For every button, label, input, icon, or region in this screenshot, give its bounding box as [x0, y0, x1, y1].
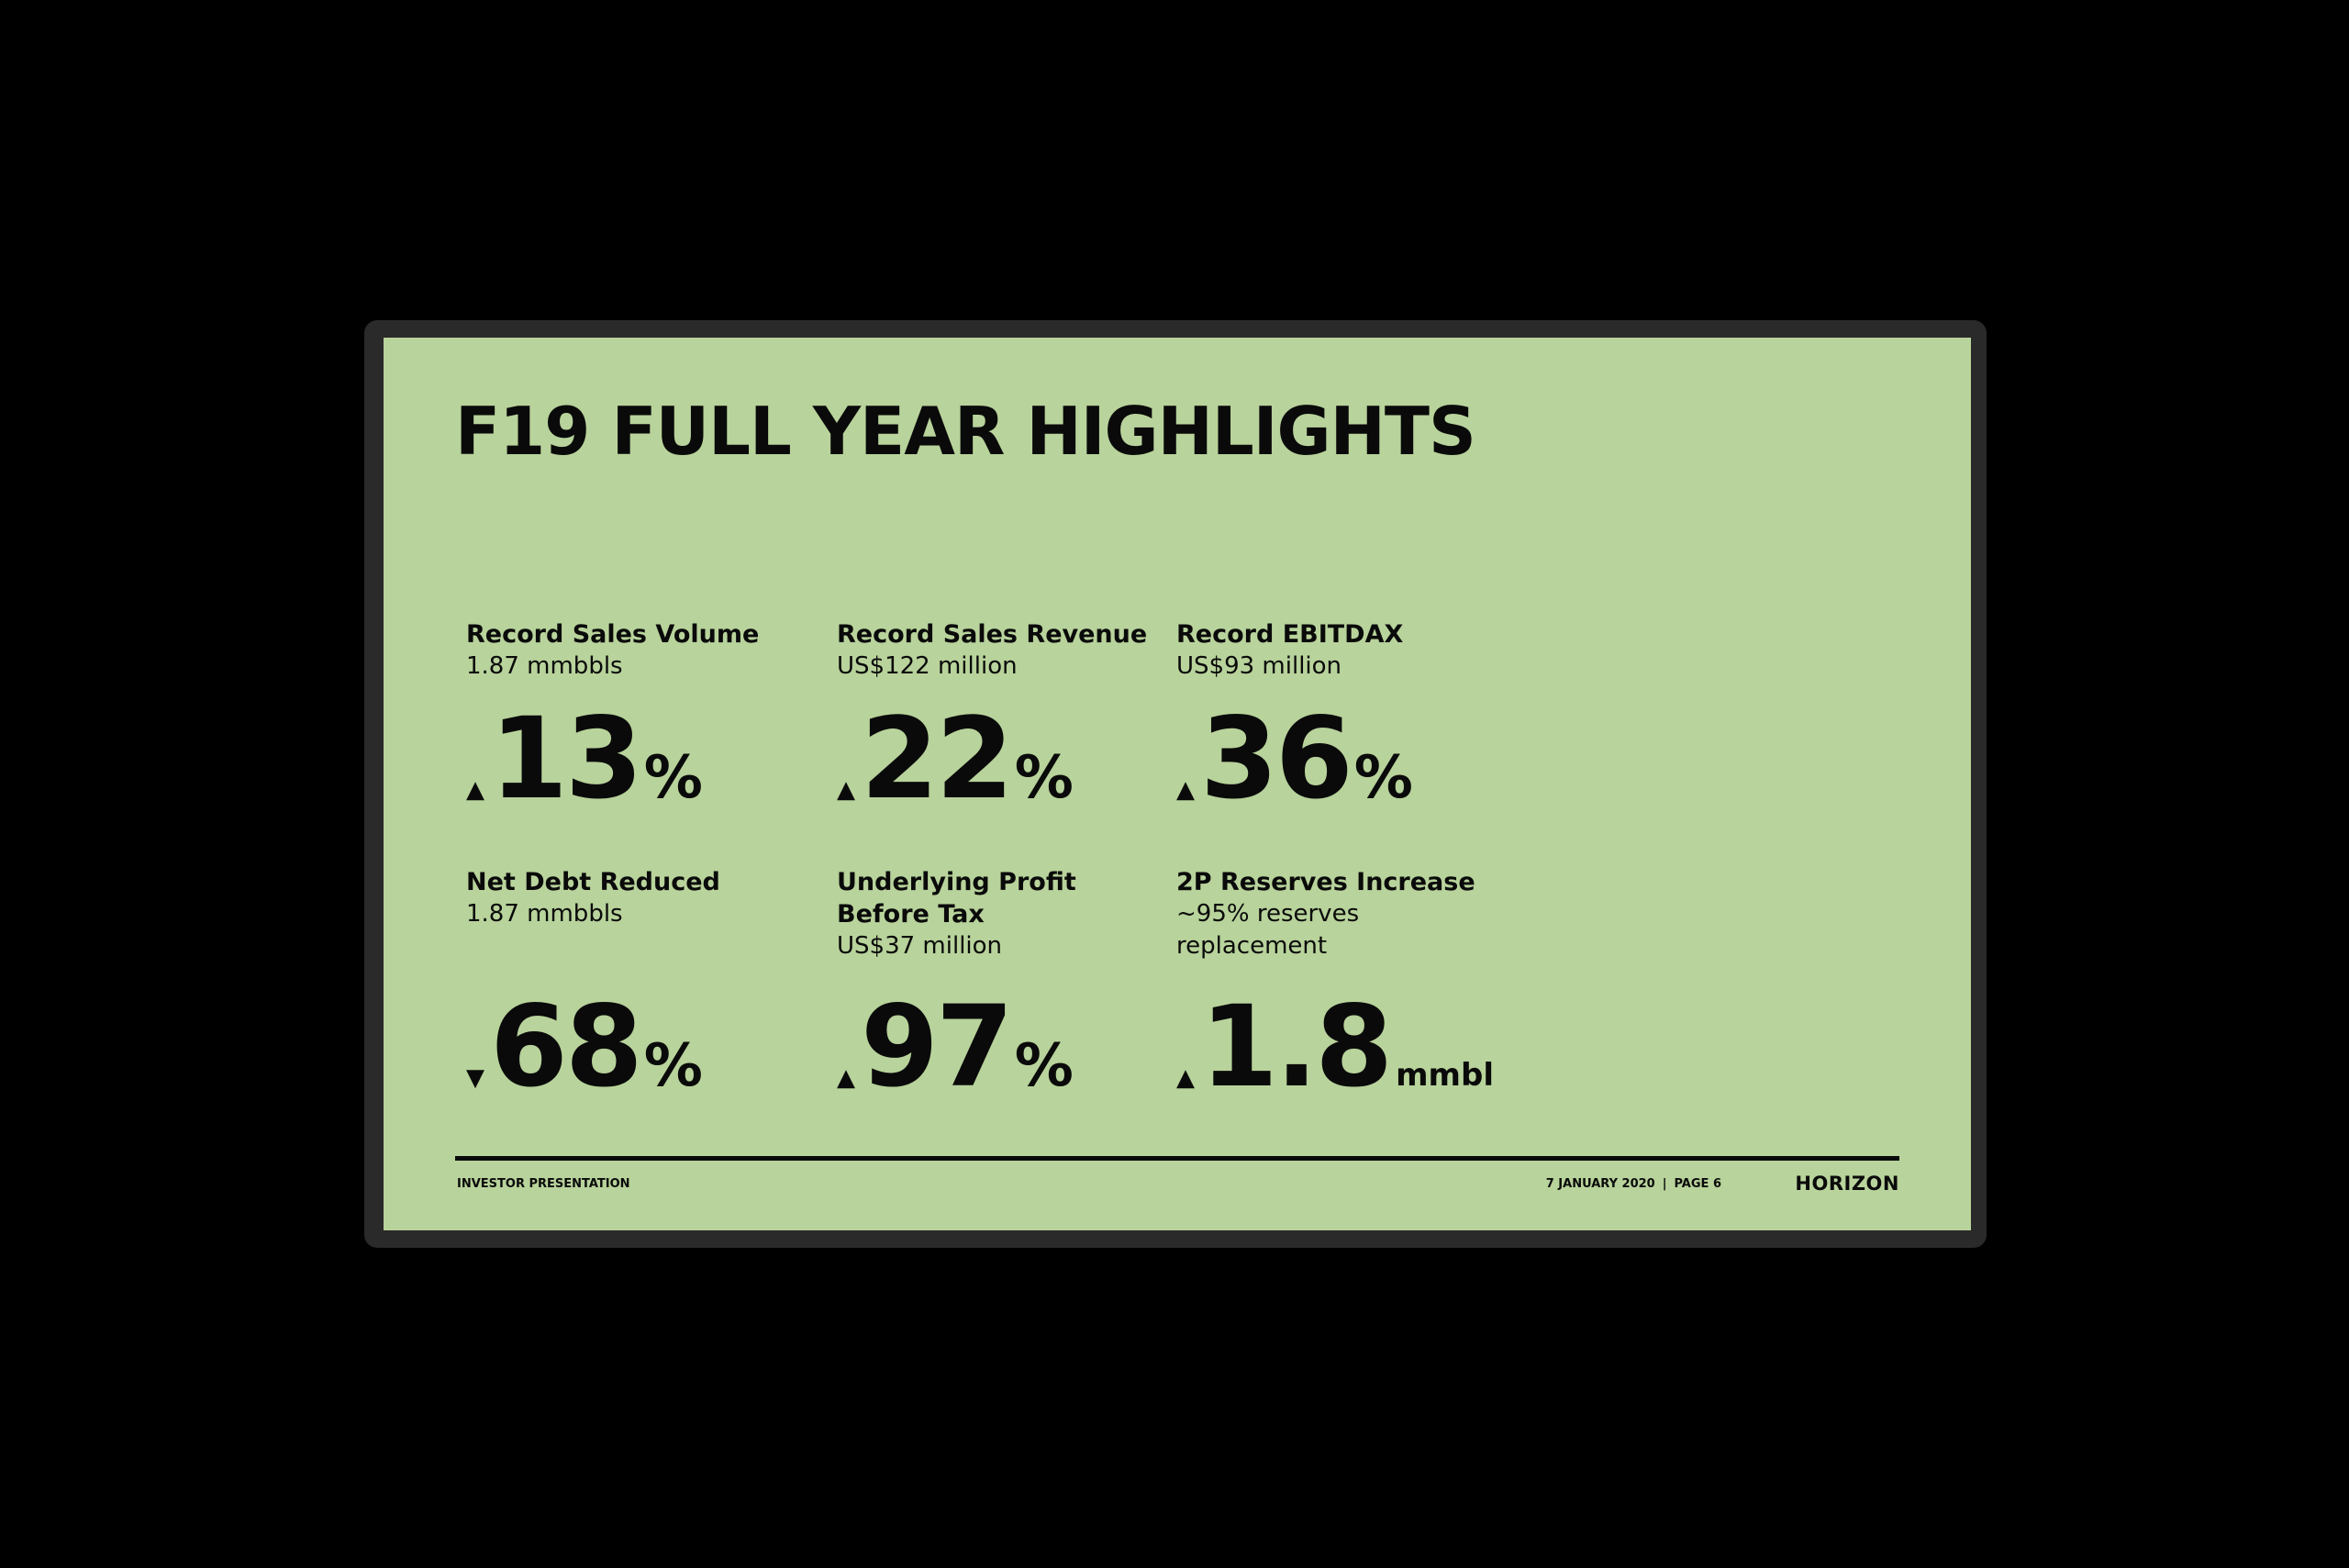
highlight-number: 1.8: [1200, 982, 1393, 1112]
highlight-label: Record Sales Revenue: [837, 620, 1148, 649]
slide-title: F19 FULL YEAR HIGHLIGHTS: [455, 393, 1476, 470]
highlight-label: 2P Reserves Increase: [1176, 868, 1475, 896]
footer-divider: [455, 1156, 1899, 1161]
highlight-label: Record Sales Volume: [466, 620, 760, 649]
highlight-value-underlying-profit: ▲ 97 %: [837, 991, 1074, 1103]
highlight-value-net-debt: ▼ 68 %: [466, 991, 703, 1103]
up-arrow-icon: ▲: [1176, 1064, 1195, 1092]
highlight-sub: US$37 million: [837, 932, 1003, 960]
highlight-label: Record EBITDAX: [1176, 620, 1404, 649]
highlight-unit: %: [643, 744, 703, 812]
highlight-value-sales-revenue: ▲ 22 %: [837, 703, 1074, 815]
highlight-underlying-profit: Underlying Profit Before Tax US$37 milli…: [837, 866, 1186, 962]
highlight-sales-volume: Record Sales Volume 1.87 mmbbls: [466, 618, 815, 683]
footer-date: 7 JANUARY 2020: [1545, 1177, 1655, 1191]
highlight-unit: %: [643, 1032, 703, 1100]
up-arrow-icon: ▲: [837, 1064, 855, 1092]
highlight-sales-revenue: Record Sales Revenue US$122 million: [837, 618, 1186, 683]
highlight-number: 68: [490, 982, 643, 1112]
highlight-sub: 1.87 mmbbls: [466, 652, 623, 680]
highlight-label: Underlying Profit: [837, 868, 1076, 896]
footer-separator: |: [1662, 1177, 1667, 1191]
highlight-number: 36: [1200, 694, 1353, 824]
highlight-sub: replacement: [1176, 932, 1328, 960]
highlight-sub: ~95% reserves: [1176, 900, 1360, 928]
slide: F19 FULL YEAR HIGHLIGHTS Record Sales Vo…: [384, 338, 1971, 1230]
highlight-number: 22: [861, 694, 1014, 824]
up-arrow-icon: ▲: [1176, 776, 1195, 804]
highlight-sub: US$122 million: [837, 652, 1018, 680]
highlight-unit: %: [1014, 744, 1074, 812]
highlight-unit: %: [1014, 1032, 1074, 1100]
footer-label: INVESTOR PRESENTATION: [457, 1177, 630, 1191]
highlight-unit: mmbl: [1396, 1057, 1494, 1094]
highlight-value-sales-volume: ▲ 13 %: [466, 703, 703, 815]
highlight-2p-reserves: 2P Reserves Increase ~95% reserves repla…: [1176, 866, 1525, 962]
highlight-sub: 1.87 mmbbls: [466, 900, 623, 928]
highlight-label: Net Debt Reduced: [466, 868, 720, 896]
up-arrow-icon: ▲: [837, 776, 855, 804]
highlight-sub: US$93 million: [1176, 652, 1342, 680]
up-arrow-icon: ▲: [466, 776, 484, 804]
horizon-logo: HORIZON: [1795, 1173, 1899, 1195]
highlight-label: Before Tax: [837, 900, 985, 929]
footer-date-page: 7 JANUARY 2020 | PAGE 6: [1546, 1177, 1721, 1191]
footer-page: PAGE 6: [1674, 1177, 1721, 1191]
highlight-value-2p-reserves: ▲ 1.8 mmbl: [1176, 991, 1494, 1103]
highlight-number: 13: [490, 694, 643, 824]
highlight-ebitdax: Record EBITDAX US$93 million: [1176, 618, 1525, 683]
highlight-number: 97: [861, 982, 1014, 1112]
highlight-unit: %: [1353, 744, 1413, 812]
down-arrow-icon: ▼: [466, 1064, 484, 1092]
highlight-value-ebitdax: ▲ 36 %: [1176, 703, 1413, 815]
highlight-net-debt: Net Debt Reduced 1.87 mmbbls: [466, 866, 815, 930]
